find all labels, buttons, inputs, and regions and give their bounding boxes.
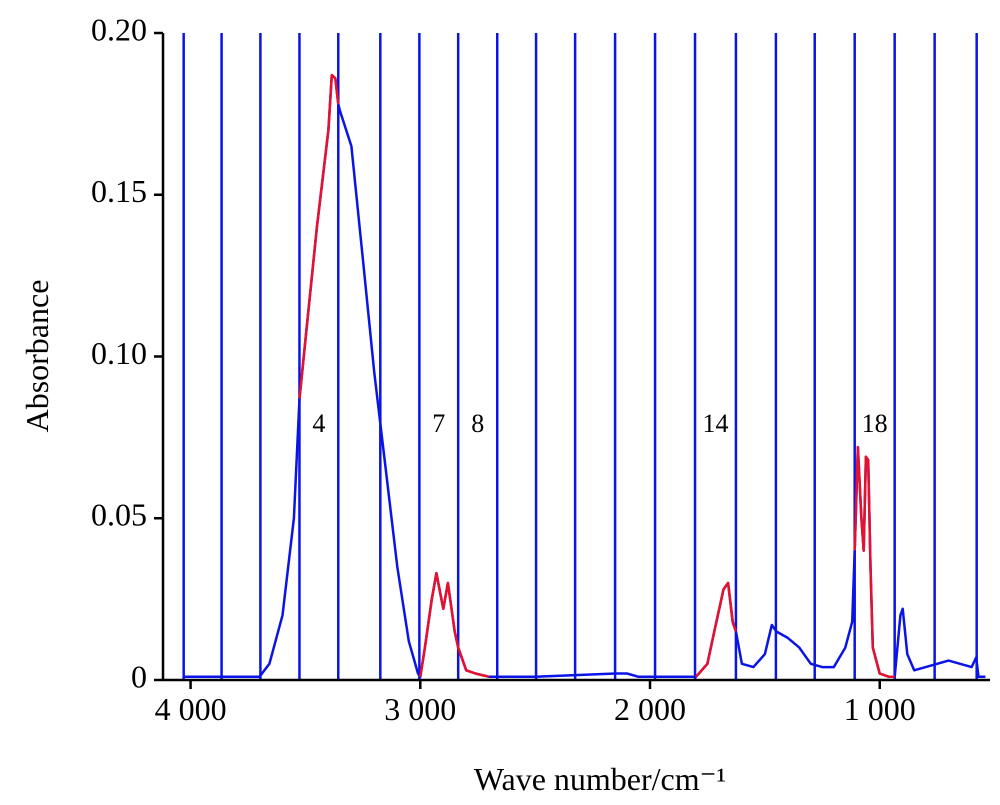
y-tick-label: 0.15	[91, 173, 147, 209]
y-axis-title: Absorbance	[19, 280, 55, 433]
highlight-line	[853, 445, 895, 679]
highlight-line	[457, 647, 490, 679]
y-tick-label: 0	[131, 658, 147, 694]
x-tick-label: 4 000	[155, 691, 227, 727]
y-tick-label: 0.10	[91, 335, 147, 371]
spectrum-line	[183, 73, 986, 679]
interval-label: 7	[432, 409, 445, 438]
x-tick-label: 1 000	[844, 691, 916, 727]
y-tick-label: 0.20	[91, 11, 147, 47]
interval-label: 14	[702, 409, 728, 438]
interval-label: 4	[312, 409, 325, 438]
highlight-line	[419, 571, 460, 677]
interval-label: 18	[862, 409, 888, 438]
x-tick-label: 3 000	[384, 691, 456, 727]
y-tick-label: 0.05	[91, 497, 147, 533]
interval-label: 8	[471, 409, 484, 438]
highlight-line	[695, 581, 738, 678]
highlight-line	[298, 73, 340, 399]
x-tick-label: 2 000	[614, 691, 686, 727]
x-axis-title: Wave number/cm⁻¹	[474, 761, 726, 797]
